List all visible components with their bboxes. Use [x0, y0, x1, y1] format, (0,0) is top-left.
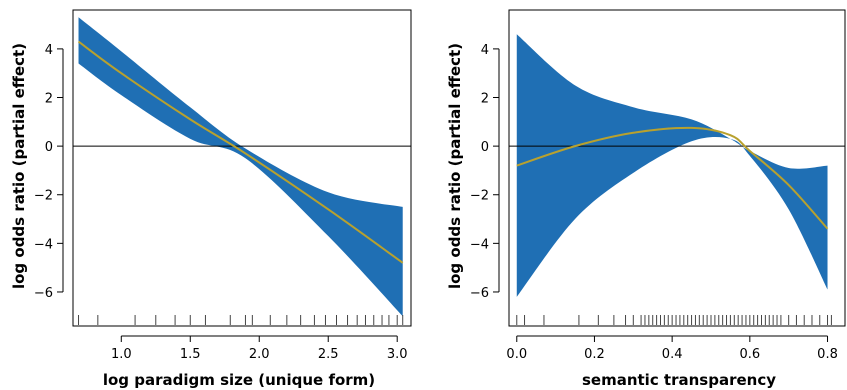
chart-panel-semantic-transparency: 0.0 0.2 0.4 0.6 0.8 −6 −4 −2 0 2 4 semantic transp…	[446, 9, 846, 389]
x-tick-label: 0.2	[584, 347, 605, 362]
fitted-curve	[516, 126, 829, 230]
y-tick-label: 4	[481, 43, 489, 58]
x-tick-label: 1.5	[180, 347, 201, 362]
y-tick-label: −2	[470, 189, 489, 204]
y-tick-label: −4	[34, 237, 53, 252]
x-tick-label: 0.0	[506, 347, 527, 362]
confidence-band	[516, 34, 828, 297]
plot-frame	[72, 9, 412, 327]
y-tick-label: −2	[34, 189, 53, 204]
confidence-band	[78, 17, 403, 317]
y-tick-label: 2	[45, 92, 53, 107]
x-tick-label: 0.6	[739, 347, 760, 362]
x-axis-label: log paradigm size (unique form)	[103, 371, 375, 389]
chart-panel-paradigm-size: 1.0 1.5 2.0 2.5 3.0 −6 −4 −2 0 2 4 log paradigm si…	[10, 9, 412, 389]
y-tick-label: 0	[481, 140, 489, 155]
y-tick-label: 2	[481, 92, 489, 107]
y-tick-label: 0	[45, 140, 53, 155]
y-axis-label: log odds ratio (partial effect)	[446, 43, 464, 289]
y-axis-label: log odds ratio (partial effect)	[10, 43, 28, 289]
fitted-curve	[77, 40, 404, 264]
y-tick-label: −6	[470, 286, 489, 301]
x-tick-label: 1.0	[111, 347, 132, 362]
x-tick-label: 0.4	[662, 347, 683, 362]
y-tick-label: −4	[470, 237, 489, 252]
x-tick-label: 2.0	[249, 347, 270, 362]
x-tick-label: 3.0	[387, 347, 408, 362]
y-tick-label: 4	[45, 43, 53, 58]
plot-frame	[508, 9, 846, 327]
y-tick-label: −6	[34, 286, 53, 301]
x-tick-label: 2.5	[318, 347, 339, 362]
x-axis-label: semantic transparency	[582, 371, 776, 389]
x-tick-label: 0.8	[817, 347, 838, 362]
